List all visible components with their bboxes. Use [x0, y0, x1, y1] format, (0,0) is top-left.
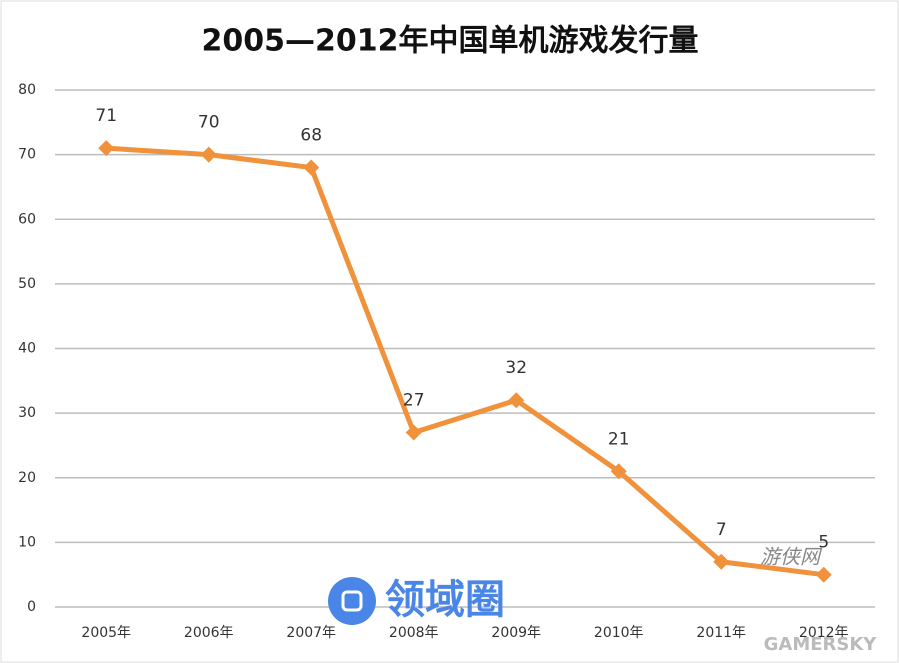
data-label: 21 [608, 429, 630, 449]
y-tick-label: 80 [18, 82, 36, 98]
x-tick-label: 2006年 [184, 625, 234, 641]
watermark-group: 领域圈 游侠网 GAMERSKY [328, 545, 878, 655]
data-point [98, 140, 115, 157]
y-tick-label: 0 [27, 599, 36, 615]
x-tick-label: 2010年 [594, 625, 644, 641]
y-tick-label: 70 [18, 147, 36, 163]
y-tick-label: 60 [18, 211, 36, 227]
y-tick-label: 50 [18, 276, 36, 292]
x-tick-label: 2012年 [799, 625, 849, 641]
data-point [610, 463, 627, 480]
data-point [303, 159, 320, 176]
data-label: 32 [505, 358, 527, 378]
data-point [815, 566, 832, 583]
data-label: 70 [198, 113, 220, 133]
data-point [508, 392, 525, 409]
watermark-text: 游侠网 [760, 545, 823, 569]
watermark-text: 领域圈 [385, 577, 505, 623]
y-tick-label: 20 [18, 470, 36, 486]
y-tick-label: 30 [18, 405, 36, 421]
watermark-icon [328, 577, 376, 625]
data-label: 27 [403, 391, 425, 411]
watermark-text: GAMERSKY [764, 634, 878, 655]
data-label: 7 [716, 520, 727, 540]
y-tick-label: 10 [18, 534, 36, 550]
x-tick-label: 2011年 [696, 625, 746, 641]
x-tick-label: 2005年 [81, 625, 131, 641]
data-label: 5 [818, 533, 829, 553]
x-tick-label: 2007年 [286, 625, 336, 641]
x-tick-label: 2009年 [491, 625, 541, 641]
data-point [405, 424, 422, 441]
data-line [106, 145, 825, 578]
y-tick-label: 40 [18, 341, 36, 357]
watermark-icon-inner [341, 590, 363, 612]
data-label: 71 [95, 106, 117, 126]
x-tick-label: 2008年 [389, 625, 439, 641]
chart-title: 2005—2012年中国单机游戏发行量 [202, 24, 699, 59]
data-point [200, 146, 217, 163]
data-label: 68 [300, 126, 322, 146]
data-point [713, 553, 730, 570]
